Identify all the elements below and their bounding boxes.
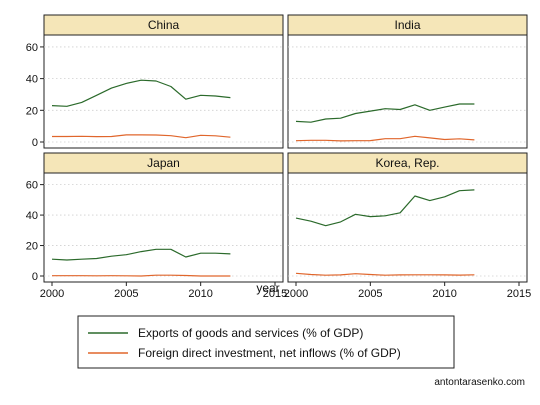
- series-line-fdi: [295, 135, 475, 142]
- x-tick-label: 2000: [284, 288, 308, 300]
- series-line-fdi: [295, 272, 475, 276]
- series-line-fdi: [52, 134, 231, 139]
- series-line-exports: [295, 103, 475, 123]
- plot-frame: [43, 172, 284, 283]
- panel-1: India: [287, 14, 528, 149]
- x-axis-title: year: [256, 281, 279, 295]
- panel-title: India: [394, 18, 420, 32]
- series-line-exports: [51, 79, 231, 107]
- x-tick-label: 2010: [432, 288, 456, 300]
- plot-frame: [287, 34, 528, 149]
- y-tick-label: 40: [26, 210, 38, 222]
- legend-label: Foreign direct investment, net inflows (…: [138, 346, 401, 360]
- panel-title: Korea, Rep.: [375, 156, 439, 170]
- series-line-fdi: [52, 274, 231, 277]
- legend-box: [77, 315, 455, 369]
- plot-frame: [43, 34, 284, 149]
- panel-2: Japan 0 20 40 60 2000 2005 2010 2015: [26, 152, 287, 300]
- y-tick-label: 0: [32, 137, 38, 149]
- y-tick-label: 60: [26, 180, 38, 192]
- x-tick-label: 2005: [114, 288, 138, 300]
- panel-title: Japan: [147, 156, 180, 170]
- panel-0: China 0 20 40 60: [26, 14, 284, 149]
- legend-label: Exports of goods and services (% of GDP): [138, 326, 363, 340]
- y-tick-label: 40: [26, 74, 38, 86]
- x-tick-label: 2000: [40, 288, 64, 300]
- panel-title: China: [148, 18, 180, 32]
- y-tick-label: 60: [26, 42, 38, 54]
- series-line-exports: [295, 189, 475, 227]
- legend: Exports of goods and services (% of GDP)…: [77, 315, 455, 369]
- y-tick-label: 0: [32, 271, 38, 283]
- y-tick-label: 20: [26, 105, 38, 117]
- panel-3: Korea, Rep. 2000 2005 2010 2015: [284, 152, 531, 300]
- credit-text: antontarasenko.com: [434, 377, 525, 388]
- plot-frame: [287, 172, 528, 283]
- series-line-exports: [51, 248, 231, 261]
- y-tick-label: 20: [26, 241, 38, 253]
- x-tick-label: 2015: [263, 288, 287, 300]
- x-tick-label: 2015: [507, 288, 531, 300]
- x-tick-label: 2010: [188, 288, 212, 300]
- x-tick-label: 2005: [358, 288, 382, 300]
